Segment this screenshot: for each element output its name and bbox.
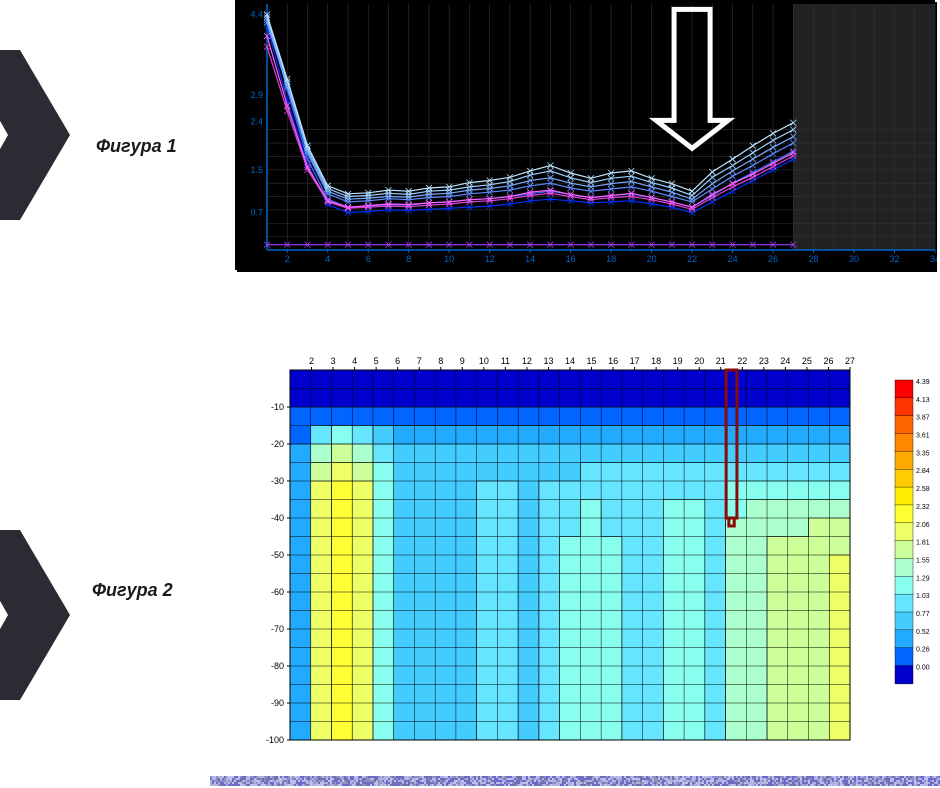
svg-text:-40: -40: [271, 513, 284, 523]
decor-arrow-poly-2: [0, 530, 70, 700]
svg-text:-70: -70: [271, 624, 284, 634]
svg-text:2: 2: [309, 356, 314, 366]
svg-text:0.26: 0.26: [916, 647, 930, 654]
svg-text:0.00: 0.00: [916, 665, 930, 672]
noise-strip: [210, 776, 940, 786]
svg-text:-50: -50: [271, 550, 284, 560]
svg-text:16: 16: [608, 356, 618, 366]
svg-text:6: 6: [395, 356, 400, 366]
svg-text:24: 24: [728, 254, 738, 264]
svg-text:14: 14: [565, 356, 575, 366]
svg-text:5: 5: [374, 356, 379, 366]
svg-text:18: 18: [651, 356, 661, 366]
svg-text:6: 6: [366, 254, 371, 264]
svg-text:12: 12: [485, 254, 495, 264]
svg-text:23: 23: [759, 356, 769, 366]
svg-text:-80: -80: [271, 661, 284, 671]
svg-text:2.9: 2.9: [250, 90, 263, 100]
decor-arrow-top: [0, 50, 70, 220]
svg-text:26: 26: [768, 254, 778, 264]
svg-text:27: 27: [845, 356, 855, 366]
svg-text:2.84: 2.84: [916, 468, 930, 475]
svg-text:1.81: 1.81: [916, 540, 930, 547]
svg-text:2.32: 2.32: [916, 504, 930, 511]
svg-text:25: 25: [802, 356, 812, 366]
svg-text:1.29: 1.29: [916, 575, 930, 582]
svg-text:0.77: 0.77: [916, 611, 930, 618]
svg-text:4: 4: [352, 356, 357, 366]
svg-text:32: 32: [890, 254, 900, 264]
svg-text:7: 7: [417, 356, 422, 366]
svg-text:2: 2: [285, 254, 290, 264]
svg-text:20: 20: [647, 254, 657, 264]
svg-text:-30: -30: [271, 476, 284, 486]
svg-text:10: 10: [479, 356, 489, 366]
svg-text:2.58: 2.58: [916, 486, 930, 493]
svg-text:2.4: 2.4: [250, 117, 263, 127]
svg-text:10: 10: [444, 254, 454, 264]
fig2-label: Фигура 2: [92, 580, 173, 601]
svg-text:4.4: 4.4: [250, 10, 263, 20]
svg-text:9: 9: [460, 356, 465, 366]
svg-text:-10: -10: [271, 402, 284, 412]
svg-text:20: 20: [694, 356, 704, 366]
svg-text:1.03: 1.03: [916, 593, 930, 600]
svg-text:4.13: 4.13: [916, 397, 930, 404]
svg-text:-20: -20: [271, 439, 284, 449]
svg-text:-60: -60: [271, 587, 284, 597]
svg-text:17: 17: [630, 356, 640, 366]
svg-text:-90: -90: [271, 698, 284, 708]
chart2: 2345678910111213141516171819202122232425…: [235, 350, 935, 750]
svg-text:22: 22: [737, 356, 747, 366]
svg-text:28: 28: [809, 254, 819, 264]
svg-text:3.35: 3.35: [916, 450, 930, 457]
svg-text:0.52: 0.52: [916, 629, 930, 636]
svg-text:15: 15: [587, 356, 597, 366]
svg-text:4: 4: [325, 254, 330, 264]
fig1-label: Фигура 1: [96, 136, 177, 157]
svg-text:4.39: 4.39: [916, 379, 930, 386]
svg-text:-100: -100: [266, 735, 284, 745]
svg-text:13: 13: [543, 356, 553, 366]
svg-text:24: 24: [780, 356, 790, 366]
svg-text:1.5: 1.5: [250, 165, 263, 175]
svg-text:18: 18: [606, 254, 616, 264]
svg-text:8: 8: [406, 254, 411, 264]
chart1: 2468101214161820222426283032340.71.52.42…: [235, 0, 935, 270]
svg-text:16: 16: [566, 254, 576, 264]
svg-text:1.55: 1.55: [916, 557, 930, 564]
svg-text:22: 22: [687, 254, 697, 264]
decor-arrow-poly: [0, 50, 70, 220]
svg-text:3.87: 3.87: [916, 415, 930, 422]
svg-text:21: 21: [716, 356, 726, 366]
svg-text:14: 14: [525, 254, 535, 264]
svg-text:8: 8: [438, 356, 443, 366]
svg-text:0.7: 0.7: [250, 208, 263, 218]
svg-text:34: 34: [930, 254, 937, 264]
decor-arrow-bottom: [0, 530, 70, 700]
svg-text:3: 3: [331, 356, 336, 366]
svg-text:26: 26: [823, 356, 833, 366]
svg-text:19: 19: [673, 356, 683, 366]
svg-text:2.06: 2.06: [916, 522, 930, 529]
svg-text:11: 11: [501, 356, 510, 366]
svg-text:30: 30: [849, 254, 859, 264]
svg-text:12: 12: [522, 356, 532, 366]
svg-text:3.61: 3.61: [916, 433, 930, 440]
